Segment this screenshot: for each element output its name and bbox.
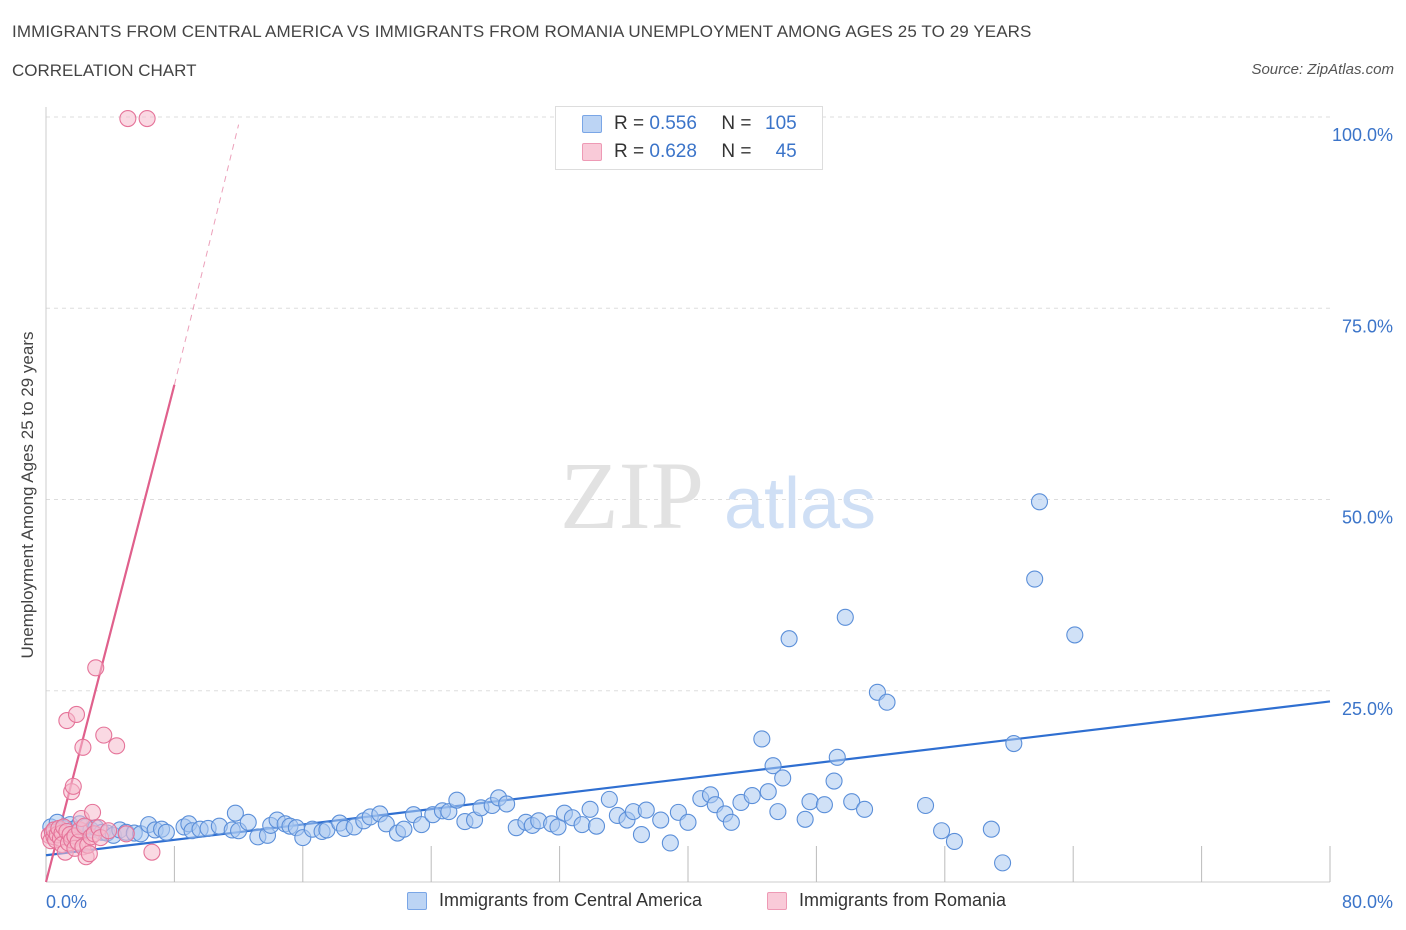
data-point-central-america bbox=[780, 630, 798, 648]
data-point-romania bbox=[138, 109, 156, 128]
bottom-legend-central-america: Immigrants from Central America bbox=[407, 890, 702, 911]
data-point-central-america bbox=[825, 772, 843, 790]
gridlines bbox=[46, 116, 1330, 692]
legend-row-romania: R = 0.628 N = 45 bbox=[582, 141, 797, 163]
data-point-central-america bbox=[413, 816, 431, 834]
legend-r-label: R = bbox=[614, 113, 650, 134]
watermark-atlas: atlas bbox=[724, 464, 876, 544]
data-point-central-america bbox=[573, 816, 591, 834]
watermark: ZIP atlas bbox=[560, 442, 876, 549]
tick-labels: 25.0% 50.0% 75.0% 100.0% 0.0% 80.0% bbox=[46, 125, 1393, 912]
data-point-central-america bbox=[722, 813, 740, 831]
legend-row-central-america: R = 0.556 N = 105 bbox=[582, 113, 797, 135]
watermark-zip: ZIP bbox=[560, 442, 704, 549]
chart-title: IMMIGRANTS FROM CENTRAL AMERICA VS IMMIG… bbox=[12, 22, 1032, 41]
data-point-central-america bbox=[377, 815, 395, 833]
data-point-romania bbox=[119, 109, 137, 128]
bottom-legend-label: Immigrants from Romania bbox=[799, 890, 1007, 910]
data-point-central-america bbox=[1005, 734, 1023, 753]
legend-r-value: 0.628 bbox=[649, 141, 697, 162]
data-point-central-america bbox=[679, 813, 697, 831]
data-point-central-america bbox=[448, 791, 466, 809]
data-point-central-america bbox=[764, 757, 782, 775]
data-point-central-america bbox=[774, 769, 792, 787]
series-romania-points bbox=[40, 109, 161, 866]
data-point-central-america bbox=[843, 793, 861, 811]
y-tick-label: 75.0% bbox=[1342, 316, 1393, 336]
series-central-america-points bbox=[42, 493, 1084, 872]
data-point-central-america bbox=[498, 795, 516, 813]
x-tick-label: 0.0% bbox=[46, 892, 87, 912]
data-point-central-america bbox=[239, 813, 257, 831]
bottom-legend-label: Immigrants from Central America bbox=[439, 890, 703, 910]
data-point-central-america bbox=[945, 832, 963, 851]
legend-r-value: 0.556 bbox=[649, 113, 697, 134]
data-point-romania bbox=[83, 803, 102, 821]
data-point-central-america bbox=[157, 823, 175, 841]
legend-n-label: N = bbox=[721, 141, 757, 162]
data-point-central-america bbox=[395, 820, 413, 838]
data-point-central-america bbox=[581, 800, 599, 818]
data-point-central-america bbox=[878, 693, 896, 711]
data-point-central-america bbox=[632, 826, 651, 844]
legend-swatch-pink bbox=[582, 143, 602, 161]
trend-line-romania-extension bbox=[173, 124, 240, 385]
data-point-central-america bbox=[994, 854, 1012, 872]
y-axis-label: Unemployment Among Ages 25 to 29 years bbox=[18, 331, 37, 659]
data-point-romania bbox=[67, 705, 86, 724]
data-point-romania bbox=[87, 659, 105, 677]
data-point-central-america bbox=[637, 801, 655, 819]
data-point-romania bbox=[117, 825, 135, 843]
data-point-romania bbox=[108, 737, 126, 755]
data-point-central-america bbox=[796, 810, 814, 828]
data-point-romania bbox=[74, 738, 92, 756]
y-tick-label: 50.0% bbox=[1342, 508, 1393, 528]
bottom-legend-swatch-blue bbox=[407, 891, 427, 910]
data-point-central-america bbox=[828, 748, 846, 766]
data-point-central-america bbox=[652, 811, 670, 829]
bottom-legend-swatch-pink bbox=[767, 891, 787, 910]
data-point-central-america bbox=[753, 730, 771, 748]
legend-swatch-blue bbox=[582, 115, 602, 133]
data-point-central-america bbox=[549, 818, 567, 836]
data-point-central-america bbox=[855, 800, 874, 818]
y-tick-label: 25.0% bbox=[1342, 699, 1393, 719]
legend-n-value: 45 bbox=[775, 141, 797, 162]
y-tick-label: 100.0% bbox=[1332, 125, 1393, 145]
x-tick-label: 80.0% bbox=[1342, 892, 1393, 912]
data-point-central-america bbox=[661, 834, 679, 852]
data-point-central-america bbox=[226, 804, 244, 822]
data-point-central-america bbox=[1026, 570, 1044, 588]
data-point-central-america bbox=[1030, 493, 1049, 511]
data-point-central-america bbox=[769, 803, 787, 821]
data-point-central-america bbox=[933, 822, 951, 840]
data-point-romania bbox=[64, 777, 82, 795]
source-credit: Source: ZipAtlas.com bbox=[1251, 61, 1394, 78]
data-point-central-america bbox=[916, 796, 935, 815]
data-point-romania bbox=[95, 726, 113, 744]
data-point-central-america bbox=[759, 783, 777, 801]
legend-n-value: 105 bbox=[765, 113, 797, 134]
chart-subtitle: CORRELATION CHART bbox=[12, 61, 197, 80]
correlation-legend: R = 0.556 N = 105 R = 0.628 N = 45 bbox=[555, 106, 823, 170]
data-point-central-america bbox=[801, 793, 819, 811]
data-point-central-america bbox=[815, 796, 833, 814]
data-point-central-america bbox=[743, 787, 761, 805]
data-point-central-america bbox=[1066, 626, 1084, 644]
data-point-romania bbox=[143, 843, 161, 861]
data-point-central-america bbox=[982, 820, 1000, 838]
data-point-central-america bbox=[836, 608, 854, 626]
data-point-central-america bbox=[600, 790, 618, 808]
data-point-romania bbox=[100, 822, 118, 840]
bottom-legend-romania: Immigrants from Romania bbox=[767, 890, 1006, 911]
data-point-central-america bbox=[587, 817, 606, 835]
data-point-romania bbox=[80, 845, 98, 863]
axis-ticks bbox=[45, 846, 1331, 882]
legend-r-label: R = bbox=[614, 141, 650, 162]
trend-line-romania bbox=[44, 384, 176, 883]
legend-n-label: N = bbox=[721, 113, 757, 134]
